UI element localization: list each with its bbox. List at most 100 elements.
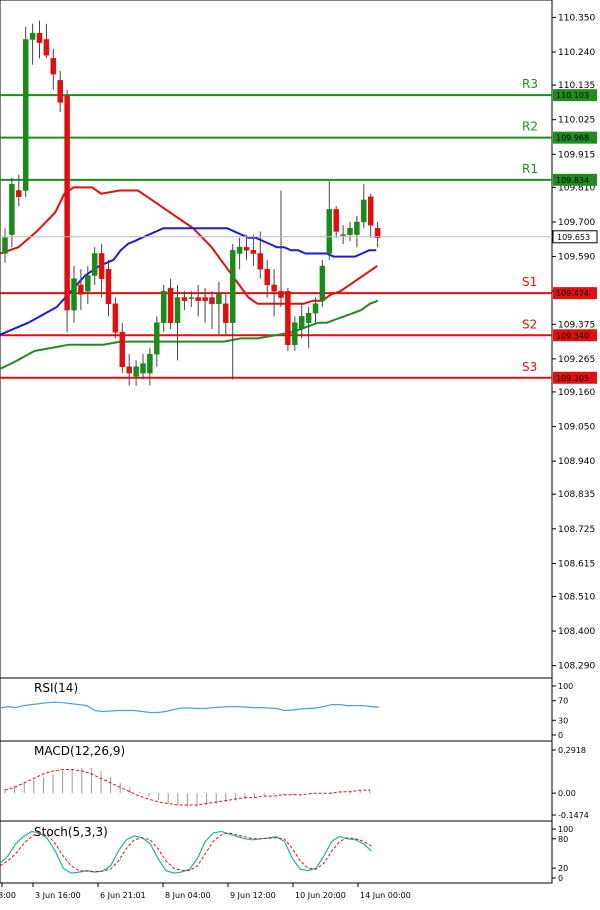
- candle-body: [257, 253, 264, 270]
- level-price-box: [553, 89, 597, 102]
- stoch-title: Stoch(5,3,3): [34, 825, 108, 839]
- candlesticks: [2, 20, 381, 386]
- candle-body: [2, 237, 8, 254]
- candle-body: [78, 284, 84, 295]
- stoch-d-series: [0, 832, 372, 873]
- candle-body: [174, 297, 181, 323]
- candle-body: [50, 58, 57, 75]
- candle-body: [333, 209, 339, 232]
- candle-body: [36, 32, 43, 43]
- candle-body: [292, 322, 298, 345]
- price-tick-label: 109.160: [558, 388, 595, 398]
- candle-body: [85, 275, 91, 292]
- stoch-lines: [0, 830, 372, 874]
- macd-title: MACD(12,26,9): [34, 744, 125, 758]
- x-tick-label: 10 Jun 20:00: [295, 891, 346, 900]
- current-price-box: [552, 230, 598, 244]
- candle-body: [347, 228, 353, 235]
- candle-body: [243, 246, 250, 251]
- candle-body: [16, 190, 22, 198]
- candle-body: [367, 196, 374, 226]
- candle-body: [71, 278, 77, 311]
- price-tick-label: 108.835: [558, 490, 595, 500]
- candle-body: [271, 284, 277, 292]
- current-price-marker: 109.653: [0, 230, 598, 244]
- price-tick-label: 108.615: [558, 559, 595, 569]
- x-tick-label: 3 Jun 16:00: [35, 891, 81, 900]
- candle-body: [126, 366, 132, 374]
- candle-body: [326, 209, 333, 254]
- support-resistance-levels: R3 110.103 R2 109.968 R1 109.834 S1 109.474 S2 10…: [0, 77, 597, 384]
- candle-body: [285, 290, 291, 345]
- candle-body: [167, 287, 174, 323]
- x-tick-label: 8:00: [0, 891, 16, 900]
- price-tick-label: 110.350: [558, 13, 595, 23]
- candle-body: [223, 303, 229, 323]
- price-tick-label: 110.025: [558, 116, 595, 126]
- candle-body: [264, 268, 270, 286]
- candle-body: [119, 331, 126, 367]
- level-name-r3: R3: [522, 77, 538, 91]
- level-price-box: [553, 371, 597, 384]
- rsi-line: [0, 701, 380, 714]
- stoch-tick-label: 0: [558, 874, 563, 883]
- level-price-label: 109.834: [556, 176, 589, 185]
- price-panel: 110.350 110.240 110.135 110.025 109.915 109.8…: [0, 0, 598, 679]
- candle-body: [57, 80, 63, 103]
- candle-body: [105, 268, 112, 305]
- candle-body: [319, 265, 326, 301]
- level-price-label: 109.205: [556, 374, 589, 383]
- time-x-axis: 8:00 3 Jun 16:00 6 Jun 21:01 8 Jun 04:00 9 J…: [0, 883, 411, 900]
- stoch-k-series: [0, 830, 372, 874]
- candle-body: [361, 199, 367, 223]
- rsi-title: RSI(14): [34, 681, 78, 695]
- level-price-box: [553, 287, 597, 300]
- candle-body: [64, 95, 70, 311]
- stoch-tick-label: 80: [558, 835, 568, 844]
- rsi-tick-label: 70: [558, 697, 568, 706]
- price-tick-label: 109.590: [558, 253, 595, 263]
- price-tick-label: 108.510: [558, 592, 595, 602]
- price-tick-label: 109.810: [558, 183, 595, 193]
- current-price-label: 109.653: [557, 233, 590, 242]
- candle-body: [29, 32, 36, 40]
- candle-body: [298, 316, 305, 330]
- x-tick-label: 14 Jun 00:00: [360, 891, 411, 900]
- macd-tick-label: 0.00: [558, 789, 576, 798]
- candle-body: [278, 290, 284, 298]
- level-name-s1: S1: [522, 275, 537, 289]
- level-name-s2: S2: [522, 317, 537, 331]
- x-tick-label: 9 Jun 12:00: [230, 891, 276, 900]
- candle-body: [354, 221, 360, 235]
- price-tick-label: 109.050: [558, 423, 595, 433]
- price-tick-label: 108.290: [558, 662, 595, 672]
- macd-tick-label: 0.2918: [558, 746, 586, 755]
- price-tick-label: 110.240: [558, 48, 595, 58]
- rsi-series: [0, 701, 380, 714]
- candle-body: [91, 253, 98, 276]
- candle-body: [340, 234, 346, 236]
- macd-tick-label: -0.1474: [558, 811, 589, 820]
- candle-body: [209, 297, 215, 305]
- candle-body: [133, 366, 139, 377]
- candle-body: [374, 228, 381, 238]
- candle-body: [250, 250, 257, 254]
- candle-body: [188, 297, 195, 299]
- candle-body: [195, 297, 201, 301]
- candle-body: [112, 303, 119, 333]
- candle-body: [229, 250, 236, 323]
- macd-signal-series: [4, 769, 370, 806]
- level-name-r1: R1: [522, 162, 538, 176]
- candle-body: [216, 294, 222, 305]
- macd-signal-line: [4, 769, 370, 806]
- price-tick-label: 109.700: [558, 218, 595, 228]
- level-name-s3: S3: [522, 360, 537, 374]
- stoch-tick-label: 100: [558, 825, 573, 834]
- level-price-label: 109.340: [556, 331, 589, 340]
- price-tick-label: 110.135: [558, 81, 595, 91]
- ma-blue-line: [0, 227, 377, 336]
- level-price-box: [553, 131, 597, 144]
- macd-panel: MACD(12,26,9) 0.2918 0.00 -0.1474: [0, 740, 589, 822]
